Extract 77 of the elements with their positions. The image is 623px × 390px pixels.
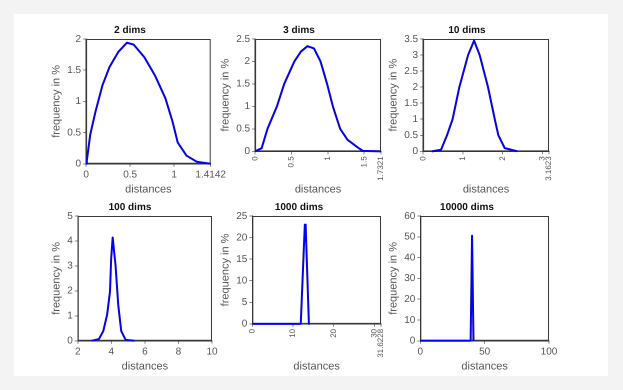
y-tick-label: 30 [404,273,416,284]
x-axis-title: distances [294,183,342,196]
y-tick-label: 5 [67,210,74,222]
y-axis-title: frequency in % [388,242,400,315]
x-axis-title: distances [461,360,508,372]
y-axis-title: frequency in % [220,58,232,132]
chart-title: 3 dims [283,24,316,36]
y-tick-label: 0 [410,336,416,347]
x-tick-label: 1 [322,156,332,161]
x-axis-title: distances [462,183,510,196]
y-tick-label: 40 [404,252,416,264]
x-tick-label: 1.5 [359,156,368,168]
y-tick-label: 1.5 [404,98,419,109]
x-tick-label: 8 [176,346,182,358]
chart-title: 10 dims [448,24,486,36]
x-tick-label: 1.4142 [195,170,226,181]
x-tick-label: 4 [108,346,115,358]
x-axis-title: distances [293,360,340,372]
x-tick-label: 0.5 [286,156,296,168]
x-tick-label: 3.1623 [544,156,554,181]
y-tick-label: 0 [67,336,74,347]
y-tick-label: 10 [236,275,248,286]
chart-title: 100 dims [108,202,152,213]
x-tick-label: 6 [142,346,148,358]
y-tick-label: 3.5 [404,34,419,45]
y-tick-label: 50 [404,232,416,243]
y-tick-label: 20 [236,232,248,244]
x-tick-label: 30 [370,328,379,338]
y-tick-label: 60 [404,210,416,222]
y-tick-label: 0.5 [67,127,82,138]
x-tick-label: 50 [479,346,491,358]
x-tick-label: 1.7321 [376,156,386,181]
y-tick-label: 25 [236,210,248,222]
y-tick-label: 0.5 [404,130,419,142]
y-tick-label: 2 [76,34,82,45]
y-tick-label: 2 [67,286,74,297]
x-tick-label: 10 [206,346,218,358]
y-tick-label: 2.5 [236,34,251,45]
x-tick-label: 1 [171,170,178,181]
y-tick-label: 1 [244,101,251,112]
x-tick-label: 20 [328,328,338,338]
y-tick-label: 2 [412,82,419,93]
x-axis-title: distances [122,360,169,372]
y-tick-label: 3 [67,260,74,272]
y-tick-label: 3 [412,50,419,61]
x-tick-label: 10 [288,328,298,338]
y-tick-label: 1 [76,96,82,108]
y-tick-label: 4 [67,236,74,247]
y-tick-label: 0.5 [236,124,251,135]
x-tick-label: 0.5 [123,170,138,181]
chart-title: 1000 dims [274,202,324,213]
y-tick-label: 20 [404,294,416,305]
x-tick-label: 3 [538,156,547,161]
y-tick-label: 1.5 [236,78,251,90]
x-tick-label: 31.6228 [376,328,386,358]
y-tick-label: 2.5 [404,66,419,77]
x-axis-title: distances [125,183,172,196]
y-axis-title: frequency in % [388,58,400,132]
y-tick-label: 1 [67,310,74,322]
y-tick-label: 10 [404,314,416,326]
x-tick-label: 0 [250,156,260,161]
x-tick-label: 0 [418,156,428,161]
y-tick-label: 15 [236,254,248,265]
x-tick-label: 0 [83,170,90,181]
chart-title: 2 dims [114,24,146,36]
y-tick-label: 2 [244,56,251,68]
y-tick-label: 1 [412,114,419,125]
x-tick-label: 1 [458,156,468,161]
y-axis-title: frequency in % [50,242,63,315]
y-axis-title: frequency in % [50,64,63,138]
y-tick-label: 5 [242,297,248,308]
y-axis-title: frequency in % [220,233,232,306]
x-tick-label: 100 [540,346,558,358]
x-tick-label: 2 [498,156,507,161]
y-tick-label: 0 [242,318,248,330]
y-tick-label: 1.5 [67,64,82,76]
chart-title: 10000 dims [440,202,494,213]
